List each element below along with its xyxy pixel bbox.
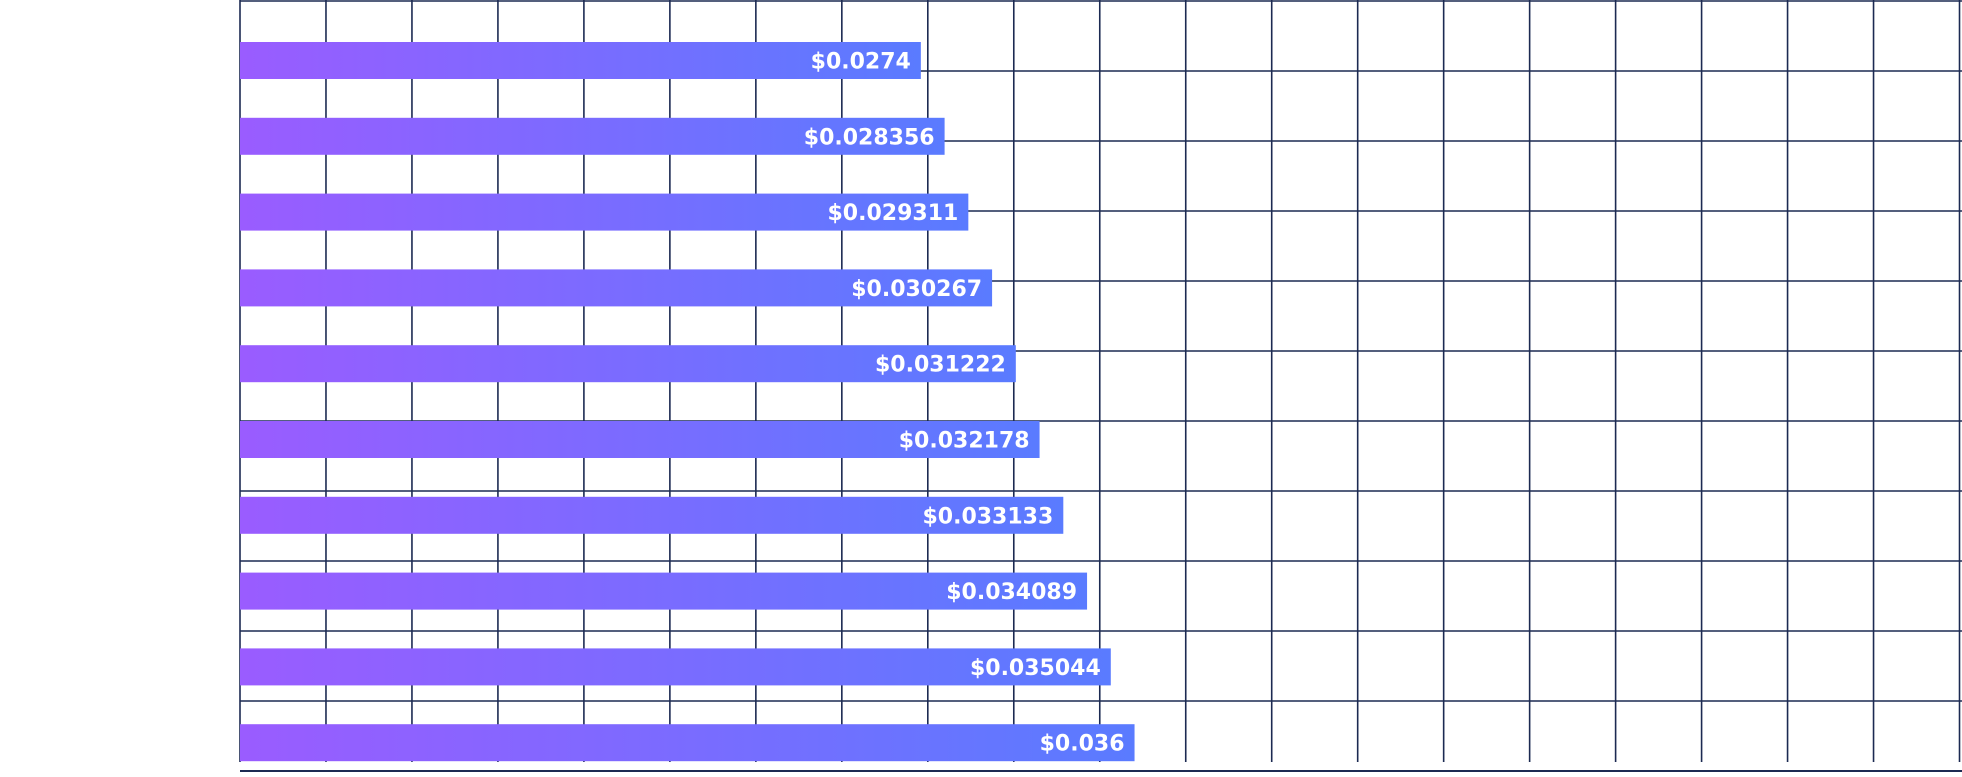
bar-value-label-7: $0.033133 — [922, 504, 1053, 529]
bar-value-label-6: $0.032178 — [899, 429, 1030, 454]
bar-value-label-3: $0.029311 — [828, 201, 959, 226]
bar-3 — [240, 193, 969, 231]
bar-5 — [240, 345, 1016, 383]
bar-9 — [240, 648, 1111, 686]
bar-4 — [240, 269, 993, 307]
bar-6 — [240, 421, 1040, 458]
bar-value-label-1: $0.0274 — [811, 50, 911, 75]
bar-value-label-2: $0.028356 — [804, 125, 935, 150]
bar-1 — [240, 42, 921, 79]
bar-7 — [240, 496, 1064, 534]
bar-layer — [240, 42, 1135, 762]
bar-value-label-10: $0.036 — [1040, 732, 1125, 757]
bar-value-label-4: $0.030267 — [851, 277, 982, 302]
bar-value-label-9: $0.035044 — [970, 656, 1101, 681]
label-layer: $0.0274 $0.028356 $0.029311 $0.030267 $0.031… — [804, 50, 1125, 757]
bar-value-label-5: $0.031222 — [875, 353, 1006, 378]
bar-2 — [240, 117, 945, 155]
bar-value-label-8: $0.034089 — [946, 580, 1077, 605]
bar-8 — [240, 572, 1088, 610]
bar-10 — [240, 724, 1135, 762]
